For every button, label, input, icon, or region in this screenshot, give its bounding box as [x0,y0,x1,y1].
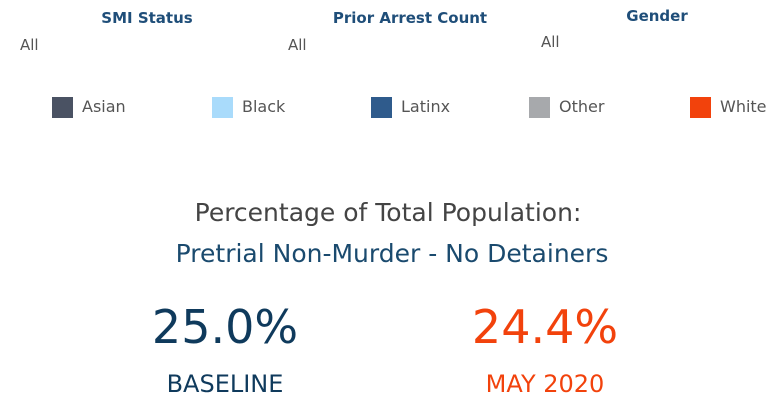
kpi-label: MAY 2020 [485,370,605,398]
legend-label[interactable]: Latinx [401,97,451,116]
legend-swatch[interactable] [529,97,550,118]
legend-swatch[interactable] [371,97,392,118]
filter-title: Prior Arrest Count [332,9,488,27]
title-line2: Pretrial Non-Murder - No Detainers [175,239,609,268]
legend-label[interactable]: White [720,97,767,116]
filter-value[interactable]: All [288,36,307,54]
kpi-value: 25.0% [151,300,299,354]
legend-swatch[interactable] [52,97,73,118]
filter-title: Gender [626,7,688,25]
legend-swatch[interactable] [212,97,233,118]
filter-value[interactable]: All [20,36,39,54]
filter-value[interactable]: All [541,33,560,51]
title-line1: Percentage of Total Population: [194,198,582,227]
kpi-value: 24.4% [471,300,619,354]
legend-label[interactable]: Other [559,97,605,116]
legend-swatch[interactable] [690,97,711,118]
filter-title: SMI Status [101,9,193,27]
kpi-label: BASELINE [166,370,284,398]
legend-label[interactable]: Asian [82,97,126,116]
legend-label[interactable]: Black [242,97,286,116]
